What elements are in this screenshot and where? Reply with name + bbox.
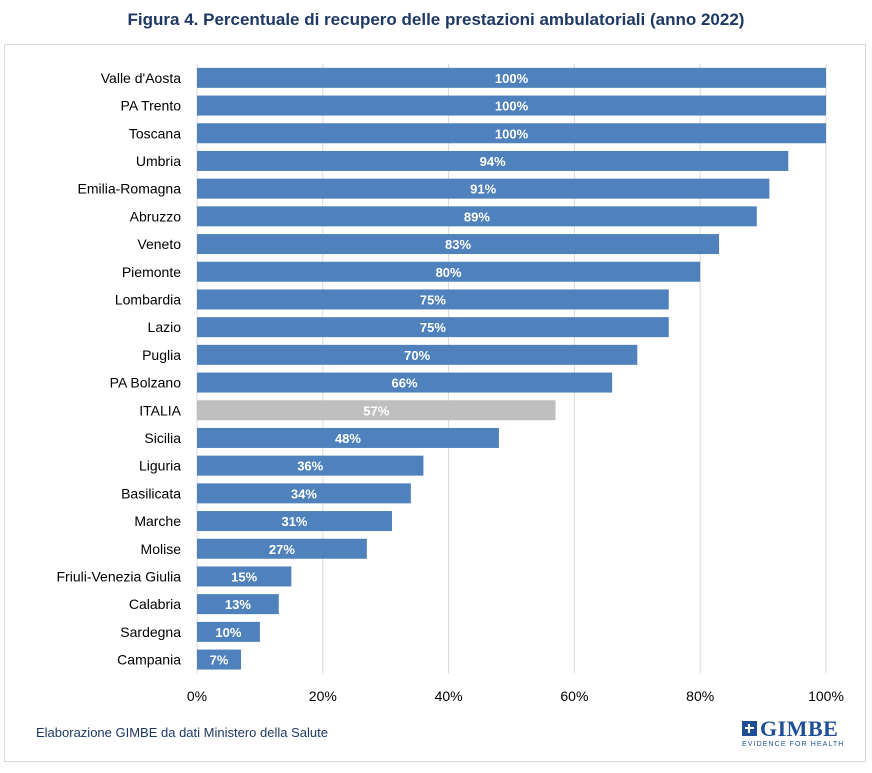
category-label: Umbria bbox=[136, 153, 181, 169]
bar-4 bbox=[197, 178, 770, 199]
data-label: 57% bbox=[363, 403, 389, 418]
data-label: 100% bbox=[495, 126, 529, 141]
bar-2 bbox=[197, 123, 826, 144]
bar-5 bbox=[197, 206, 757, 227]
x-tick-label: 20% bbox=[309, 688, 337, 704]
category-label: Lazio bbox=[148, 319, 182, 335]
data-label: 27% bbox=[269, 542, 295, 557]
data-label: 7% bbox=[210, 653, 229, 668]
source-note: Elaborazione GIMBE da dati Ministero del… bbox=[36, 725, 328, 740]
data-label: 36% bbox=[297, 459, 323, 474]
x-tick-label: 100% bbox=[808, 688, 844, 704]
category-label: Abruzzo bbox=[130, 208, 182, 224]
x-tick-label: 0% bbox=[187, 688, 207, 704]
data-label: 75% bbox=[420, 320, 446, 335]
data-label: 94% bbox=[480, 154, 506, 169]
category-label: Friuli-Venezia Giulia bbox=[57, 568, 182, 584]
gimbe-cross-icon bbox=[742, 721, 757, 736]
category-label: Calabria bbox=[129, 596, 181, 612]
x-tick-label: 60% bbox=[560, 688, 588, 704]
data-label: 83% bbox=[445, 237, 471, 252]
category-label: Piemonte bbox=[122, 264, 181, 280]
bar-18 bbox=[197, 566, 292, 587]
bar-17 bbox=[197, 538, 367, 559]
category-label: Sardegna bbox=[120, 624, 181, 640]
category-label: Emilia-Romagna bbox=[78, 181, 182, 197]
bar-15 bbox=[197, 483, 411, 504]
category-label: ITALIA bbox=[139, 402, 181, 418]
category-label: Veneto bbox=[137, 236, 181, 252]
category-label: Lombardia bbox=[115, 291, 181, 307]
data-label: 80% bbox=[436, 265, 462, 280]
gimbe-logo: GIMBE EVIDENCE FOR HEALTH bbox=[742, 716, 846, 754]
bar-0 bbox=[197, 67, 826, 88]
bar-3 bbox=[197, 150, 789, 171]
data-label: 89% bbox=[464, 209, 490, 224]
data-label: 100% bbox=[495, 71, 529, 86]
category-label: Valle d'Aosta bbox=[101, 70, 181, 86]
category-label: Puglia bbox=[142, 347, 181, 363]
logo-tagline: EVIDENCE FOR HEALTH bbox=[742, 741, 845, 748]
data-label: 100% bbox=[495, 99, 529, 114]
data-label: 48% bbox=[335, 431, 361, 446]
bar-12 bbox=[197, 400, 556, 421]
data-label: 10% bbox=[215, 625, 241, 640]
x-tick-label: 40% bbox=[435, 688, 463, 704]
data-label: 13% bbox=[225, 597, 251, 612]
chart-frame bbox=[4, 44, 866, 762]
category-label: Basilicata bbox=[121, 485, 181, 501]
x-tick-label: 80% bbox=[686, 688, 714, 704]
data-label: 70% bbox=[404, 348, 430, 363]
bar-14 bbox=[197, 455, 424, 476]
category-label: Molise bbox=[141, 541, 182, 557]
data-label: 31% bbox=[281, 514, 307, 529]
bar-10 bbox=[197, 344, 638, 365]
category-label: Liguria bbox=[139, 458, 181, 474]
bar-21 bbox=[197, 649, 242, 670]
data-label: 91% bbox=[470, 182, 496, 197]
bar-13 bbox=[197, 427, 499, 448]
data-label: 15% bbox=[231, 569, 257, 584]
data-label: 75% bbox=[420, 292, 446, 307]
bar-8 bbox=[197, 289, 669, 310]
logo-wordmark: GIMBE bbox=[760, 716, 839, 741]
category-label: Marche bbox=[134, 513, 181, 529]
bar-9 bbox=[197, 317, 669, 338]
category-label: PA Trento bbox=[121, 98, 182, 114]
data-label: 66% bbox=[392, 376, 418, 391]
category-label: Sicilia bbox=[144, 430, 181, 446]
chart-title: Figura 4. Percentuale di recupero delle … bbox=[127, 10, 745, 29]
bar-7 bbox=[197, 261, 701, 282]
bar-19 bbox=[197, 594, 279, 615]
bar-16 bbox=[197, 511, 392, 532]
bar-11 bbox=[197, 372, 613, 393]
data-label: 34% bbox=[291, 486, 317, 501]
bar-20 bbox=[197, 621, 260, 642]
bar-1 bbox=[197, 95, 826, 116]
bar-6 bbox=[197, 234, 720, 255]
category-label: PA Bolzano bbox=[110, 375, 182, 391]
category-label: Toscana bbox=[129, 125, 181, 141]
category-label: Campania bbox=[117, 652, 181, 668]
